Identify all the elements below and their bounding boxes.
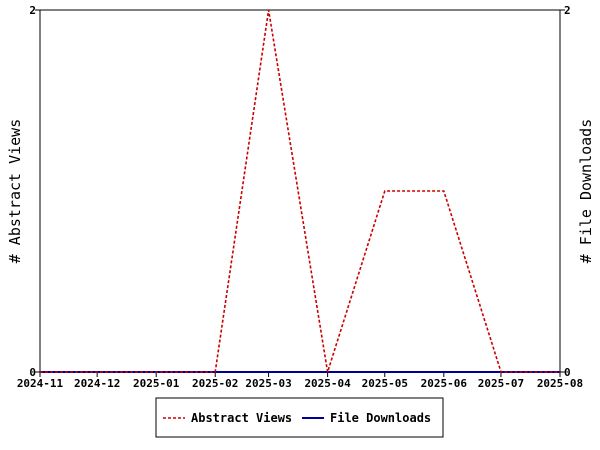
x-tick-label: 2025-07: [478, 377, 524, 390]
y-axis-ticks: 0 2 0 2: [29, 4, 570, 379]
y-axis-right-label: # File Downloads: [577, 119, 595, 264]
y-axis-left-label: # Abstract Views: [6, 119, 24, 264]
x-tick-label: 2025-01: [133, 377, 180, 390]
plot-frame: [39, 9, 561, 373]
x-tick-label: 2025-03: [245, 377, 291, 390]
y-left-tick-label: 0: [29, 366, 36, 379]
y-right-tick-label: 2: [564, 4, 571, 17]
x-axis-ticks: 2024-11 2024-12 2025-01 2025-02 2025-03 2025-…: [17, 372, 583, 390]
legend-label-file-downloads: File Downloads: [330, 411, 431, 425]
x-tick-label: 2025-08: [537, 377, 583, 390]
legend-box: [155, 397, 444, 438]
x-tick-label: 2025-05: [362, 377, 408, 390]
y-right-tick-label: 0: [564, 366, 571, 379]
series-line-abstract-views: [40, 9, 560, 373]
x-tick-label: 2025-04: [304, 377, 351, 390]
x-tick-label: 2025-02: [192, 377, 238, 390]
x-tick-label: 2024-12: [74, 377, 120, 390]
x-tick-label: 2024-11: [17, 377, 64, 390]
series-layer: [40, 9, 560, 373]
legend-label-abstract-views: Abstract Views: [191, 411, 292, 425]
y-left-tick-label: 2: [29, 4, 36, 17]
legend: Abstract Views File Downloads: [155, 397, 444, 438]
x-tick-label: 2025-06: [421, 377, 468, 390]
